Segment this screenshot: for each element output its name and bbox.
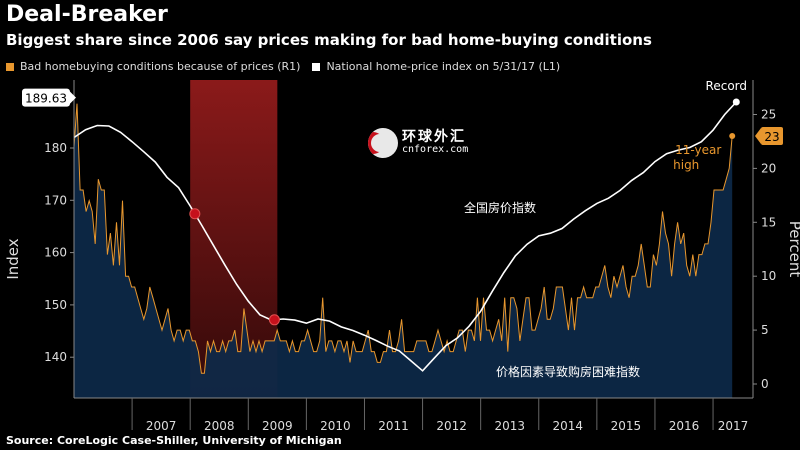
right-tick-label: 15 bbox=[761, 215, 776, 229]
survey-line bbox=[73, 103, 733, 374]
left-tick-label: 170 bbox=[44, 193, 67, 207]
x-tick-label: 2007 bbox=[146, 419, 177, 433]
right-axis-title: Percent bbox=[786, 221, 800, 278]
left-tick-label: 180 bbox=[44, 141, 67, 155]
x-tick-label: 2016 bbox=[669, 419, 700, 433]
record-annotation: Record bbox=[706, 79, 747, 93]
index-last-value-label: 189.63 bbox=[25, 92, 67, 106]
right-tick-label: 25 bbox=[761, 107, 776, 121]
legend: Bad homebuying conditions because of pri… bbox=[6, 60, 560, 73]
right-tick-label: 20 bbox=[761, 161, 776, 175]
index-last-point bbox=[732, 98, 740, 106]
x-tick-label: 2015 bbox=[611, 419, 642, 433]
x-tick-label: 2011 bbox=[378, 419, 409, 433]
high-annotation-line1: 11-year bbox=[675, 143, 721, 157]
x-tick-label: 2009 bbox=[262, 419, 293, 433]
x-tick-label: 2014 bbox=[553, 419, 584, 433]
logo-icon bbox=[368, 128, 398, 158]
left-axis-title: Index bbox=[4, 238, 22, 279]
right-tick-label: 5 bbox=[761, 323, 769, 337]
survey-last-value-label: 23 bbox=[764, 130, 779, 144]
legend-swatch-orange-icon bbox=[6, 62, 14, 71]
left-tick-label: 150 bbox=[44, 298, 67, 312]
chart-subtitle: Biggest share since 2006 say prices maki… bbox=[6, 31, 652, 49]
left-tick-label: 140 bbox=[44, 350, 67, 364]
chart-title: Deal-Breaker bbox=[6, 2, 168, 27]
x-tick-label: 2013 bbox=[494, 419, 525, 433]
right-tick-label: 0 bbox=[761, 377, 769, 391]
recession-marker-1 bbox=[268, 314, 280, 326]
index-cn-annotation: 全国房价指数 bbox=[464, 200, 536, 215]
left-tick-label: 160 bbox=[44, 246, 67, 260]
x-tick-label: 2012 bbox=[436, 419, 467, 433]
legend-item-survey: Bad homebuying conditions because of pri… bbox=[20, 60, 301, 73]
logo-en-text: cnforex.com bbox=[402, 144, 469, 156]
legend-swatch-white-icon bbox=[312, 62, 321, 71]
index-line bbox=[73, 101, 737, 372]
x-tick-label: 2008 bbox=[204, 419, 235, 433]
survey-last-value-tag-pointer bbox=[755, 128, 761, 145]
watermark-logo: 环球外汇 cnforex.com bbox=[368, 128, 468, 158]
source-note: Source: CoreLogic Case-Shiller, Universi… bbox=[6, 434, 342, 447]
survey-cn-annotation: 价格因素导致购房困难指数 bbox=[496, 364, 640, 379]
right-tick-label: 10 bbox=[761, 269, 776, 283]
survey-last-point bbox=[729, 133, 736, 140]
recession-marker-0 bbox=[189, 208, 201, 220]
high-annotation-line2: high bbox=[673, 158, 699, 172]
index-last-value-tag bbox=[22, 88, 70, 107]
legend-item-index: National home-price index on 5/31/17 (L1… bbox=[326, 60, 561, 73]
index-last-value-tag-pointer bbox=[70, 91, 76, 104]
survey-last-value-tag bbox=[761, 127, 783, 146]
x-tick-label: 2010 bbox=[320, 419, 351, 433]
x-tick-label: 2017 bbox=[718, 419, 749, 433]
logo-cn-text: 环球外汇 bbox=[402, 129, 466, 146]
